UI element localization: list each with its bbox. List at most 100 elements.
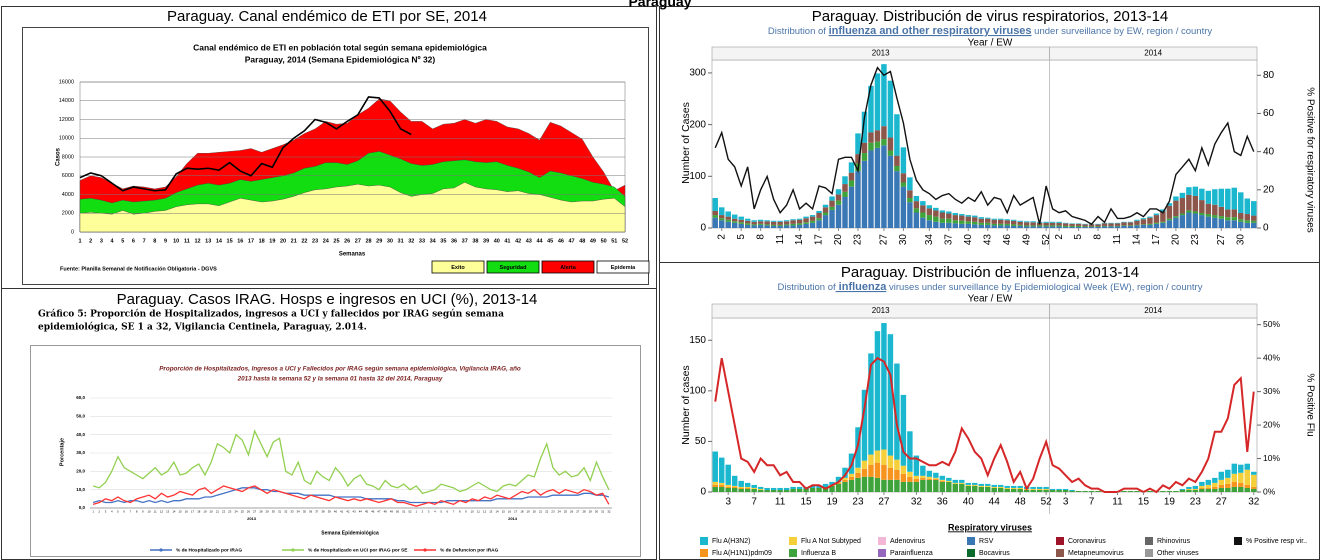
bar [952,220,959,224]
bar [1062,226,1069,228]
legend-label: Flu A(H3N2) [712,538,751,545]
x-tick-label: 46 [1002,234,1013,246]
bar [803,488,809,492]
bar [1238,219,1244,222]
bar [868,464,874,477]
bar [991,486,997,488]
bar [881,64,887,127]
legend-swatch [967,537,975,545]
x-tick-label: 6 [132,238,135,244]
legend-swatch [878,537,886,545]
bar [874,147,881,228]
bar [1043,488,1049,490]
x-tick-label: 19 [826,497,838,508]
bar [1199,481,1205,486]
bar [881,139,887,146]
bar [959,483,965,492]
bar [1056,489,1062,492]
bar [835,482,842,484]
bar [1153,222,1160,224]
x-tick-label: 20 [1171,234,1182,246]
bar [874,130,881,142]
bar [985,483,991,486]
bar [1043,225,1049,227]
x-tick-label: 43 [353,510,357,514]
bar [972,224,978,228]
x-tick-label: 44 [359,510,363,514]
bar [1017,221,1023,225]
bar [1218,471,1225,480]
x-tick-label: 36 [451,238,457,244]
heading-line: Gráfico 5: Proporción de Hospitalizados,… [38,309,504,320]
bar [997,218,1004,220]
bar [1030,486,1036,489]
bar [1199,488,1205,492]
bar [861,153,868,161]
x-tick-label: 36 [937,497,949,508]
bar [751,220,757,222]
bar [738,216,744,220]
x-tick-label: 17 [191,510,195,514]
x-tick-label: 24 [234,510,238,514]
legend-swatch [1056,549,1064,557]
bar [1166,218,1173,221]
y2-tick-label: 40% [1263,352,1280,362]
bar [829,200,835,207]
x-tick-label: 7 [130,510,132,514]
x-tick-label: 23 [852,497,864,508]
bar [861,460,868,469]
bar [719,457,725,483]
bar [1088,226,1095,227]
bar [900,182,907,187]
bar [939,475,946,480]
bar [1023,222,1030,226]
x-tick-label: 40 [963,234,974,246]
bar [1010,225,1017,228]
bar [855,133,861,155]
x-tick-label: 26 [344,238,350,244]
x-tick-label: 45 [547,238,553,244]
bar [952,223,959,228]
x-tick-label: 31 [601,510,605,514]
legend-swatch [700,537,708,545]
bar [1179,489,1186,492]
bar [1166,220,1173,228]
bar [1069,225,1075,227]
x-tick-label: 23 [312,238,318,244]
bar [1010,487,1017,489]
subtitle-part: influenza [836,281,888,293]
bar [1192,213,1199,228]
bar [939,479,946,481]
y2-tick-label: 60 [1263,108,1275,119]
legend-label: Influenza B [801,550,836,557]
bar [1069,223,1075,224]
bar [1147,224,1153,228]
bar [861,468,868,477]
bar [1166,205,1173,219]
y-tick-label: 12000 [59,117,74,123]
bar [861,389,868,461]
x-tick-label: 27 [1216,497,1228,508]
x-tick-label: 30 [595,510,599,514]
x-tick-label: 11 [1112,234,1123,245]
bar [803,223,809,228]
chart-frame [30,345,641,557]
bar [926,208,933,216]
bar [842,184,848,192]
x-tick-label: 9 [142,510,144,514]
bar [1218,487,1225,492]
bar [972,215,978,218]
bar [1192,489,1199,492]
bar [796,219,803,224]
bar [965,485,972,492]
bar [1114,223,1121,226]
legend-swatch [1145,537,1153,545]
bar [1121,225,1127,228]
bar [809,487,816,492]
bar [874,73,881,131]
bar [777,487,783,490]
bar [1017,485,1023,488]
x-tick-label: 14 [794,234,805,246]
bar [1108,223,1114,226]
bar [1179,192,1186,199]
